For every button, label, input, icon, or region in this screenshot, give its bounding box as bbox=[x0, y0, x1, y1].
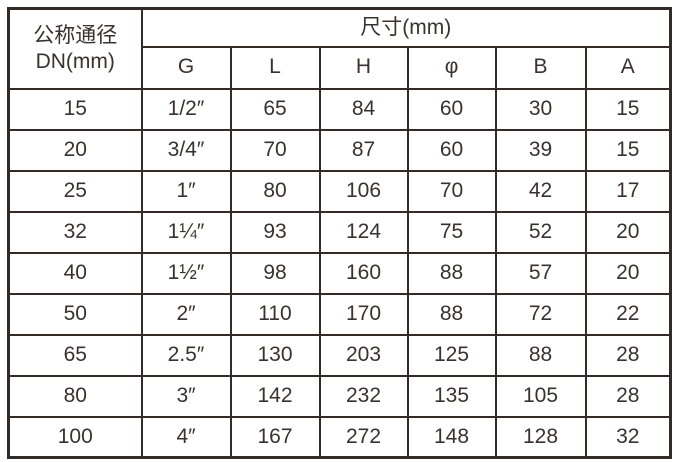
cell-g: 1/2″ bbox=[140, 87, 232, 131]
cell-g: 3/4″ bbox=[140, 128, 232, 172]
table-row-dn15: 15 1/2″ 65 84 60 30 15 bbox=[7, 87, 672, 131]
group-header-size: 尺寸(mm) bbox=[140, 7, 672, 48]
cell-a: 28 bbox=[584, 374, 672, 418]
cell-dn: 40 bbox=[7, 251, 143, 295]
table-row-dn32: 32 1¼″ 93 124 75 52 20 bbox=[7, 210, 672, 254]
cell-a: 22 bbox=[584, 292, 672, 336]
cell-l: 110 bbox=[229, 292, 321, 336]
cell-phi: 75 bbox=[406, 210, 497, 254]
cell-phi: 148 bbox=[406, 415, 497, 459]
table-row-dn80: 80 3″ 142 232 135 105 28 bbox=[7, 374, 672, 418]
cell-dn: 50 bbox=[7, 292, 143, 336]
cell-a: 28 bbox=[584, 333, 672, 377]
cell-g: 2.5″ bbox=[140, 333, 232, 377]
cell-l: 93 bbox=[229, 210, 321, 254]
table-row-dn40: 40 1½″ 98 160 88 57 20 bbox=[7, 251, 672, 295]
cell-g: 1½″ bbox=[140, 251, 232, 295]
cell-dn: 32 bbox=[7, 210, 143, 254]
column-header-h: H bbox=[318, 45, 409, 90]
cell-h: 160 bbox=[318, 251, 409, 295]
corner-header-line1: 公称通径 bbox=[33, 23, 118, 47]
cell-b: 52 bbox=[494, 210, 587, 254]
cell-b: 128 bbox=[494, 415, 587, 459]
corner-header-dn: 公称通径 DN(mm) bbox=[7, 7, 143, 90]
cell-dn: 80 bbox=[7, 374, 143, 418]
header-row-group: 公称通径 DN(mm) 尺寸(mm) bbox=[7, 7, 672, 90]
cell-b: 88 bbox=[494, 333, 587, 377]
cell-phi: 125 bbox=[406, 333, 497, 377]
cell-phi: 88 bbox=[406, 251, 497, 295]
cell-l: 167 bbox=[229, 415, 321, 459]
cell-b: 57 bbox=[494, 251, 587, 295]
cell-phi: 88 bbox=[406, 292, 497, 336]
column-header-phi: φ bbox=[406, 45, 497, 90]
cell-l: 70 bbox=[229, 128, 321, 172]
cell-h: 272 bbox=[318, 415, 409, 459]
cell-g: 2″ bbox=[140, 292, 232, 336]
cell-a: 15 bbox=[584, 128, 672, 172]
cell-h: 232 bbox=[318, 374, 409, 418]
cell-g: 3″ bbox=[140, 374, 232, 418]
cell-dn: 25 bbox=[7, 169, 143, 213]
table-row-dn100: 100 4″ 167 272 148 128 32 bbox=[7, 415, 672, 459]
cell-b: 72 bbox=[494, 292, 587, 336]
table-row-dn25: 25 1″ 80 106 70 42 17 bbox=[7, 169, 672, 213]
cell-g: 4″ bbox=[140, 415, 232, 459]
column-header-a: A bbox=[584, 45, 672, 90]
cell-a: 17 bbox=[584, 169, 672, 213]
cell-phi: 70 bbox=[406, 169, 497, 213]
cell-phi: 60 bbox=[406, 128, 497, 172]
cell-a: 32 bbox=[584, 415, 672, 459]
cell-b: 30 bbox=[494, 87, 587, 131]
cell-l: 80 bbox=[229, 169, 321, 213]
column-header-g: G bbox=[140, 45, 232, 90]
cell-h: 170 bbox=[318, 292, 409, 336]
cell-g: 1¼″ bbox=[140, 210, 232, 254]
cell-h: 203 bbox=[318, 333, 409, 377]
cell-b: 42 bbox=[494, 169, 587, 213]
cell-g: 1″ bbox=[140, 169, 232, 213]
cell-dn: 65 bbox=[7, 333, 143, 377]
cell-l: 142 bbox=[229, 374, 321, 418]
column-header-l: L bbox=[229, 45, 321, 90]
table-row-dn20: 20 3/4″ 70 87 60 39 15 bbox=[7, 128, 672, 172]
cell-b: 39 bbox=[494, 128, 587, 172]
cell-l: 98 bbox=[229, 251, 321, 295]
cell-h: 84 bbox=[318, 87, 409, 131]
table-row-dn65: 65 2.5″ 130 203 125 88 28 bbox=[7, 333, 672, 377]
cell-phi: 60 bbox=[406, 87, 497, 131]
corner-header-line2: DN(mm) bbox=[35, 49, 115, 73]
cell-l: 130 bbox=[229, 333, 321, 377]
dimension-spec-table: 公称通径 DN(mm) 尺寸(mm) G L H φ B A 15 1/2″ 6… bbox=[7, 7, 673, 459]
cell-h: 106 bbox=[318, 169, 409, 213]
cell-phi: 135 bbox=[406, 374, 497, 418]
cell-dn: 20 bbox=[7, 128, 143, 172]
cell-a: 20 bbox=[584, 251, 672, 295]
cell-h: 87 bbox=[318, 128, 409, 172]
cell-b: 105 bbox=[494, 374, 587, 418]
cell-h: 124 bbox=[318, 210, 409, 254]
cell-dn: 15 bbox=[7, 87, 143, 131]
cell-l: 65 bbox=[229, 87, 321, 131]
cell-a: 15 bbox=[584, 87, 672, 131]
table-row-dn50: 50 2″ 110 170 88 72 22 bbox=[7, 292, 672, 336]
cell-a: 20 bbox=[584, 210, 672, 254]
column-header-b: B bbox=[494, 45, 587, 90]
header-row-columns: G L H φ B A bbox=[9, 45, 672, 90]
cell-dn: 100 bbox=[7, 415, 143, 459]
